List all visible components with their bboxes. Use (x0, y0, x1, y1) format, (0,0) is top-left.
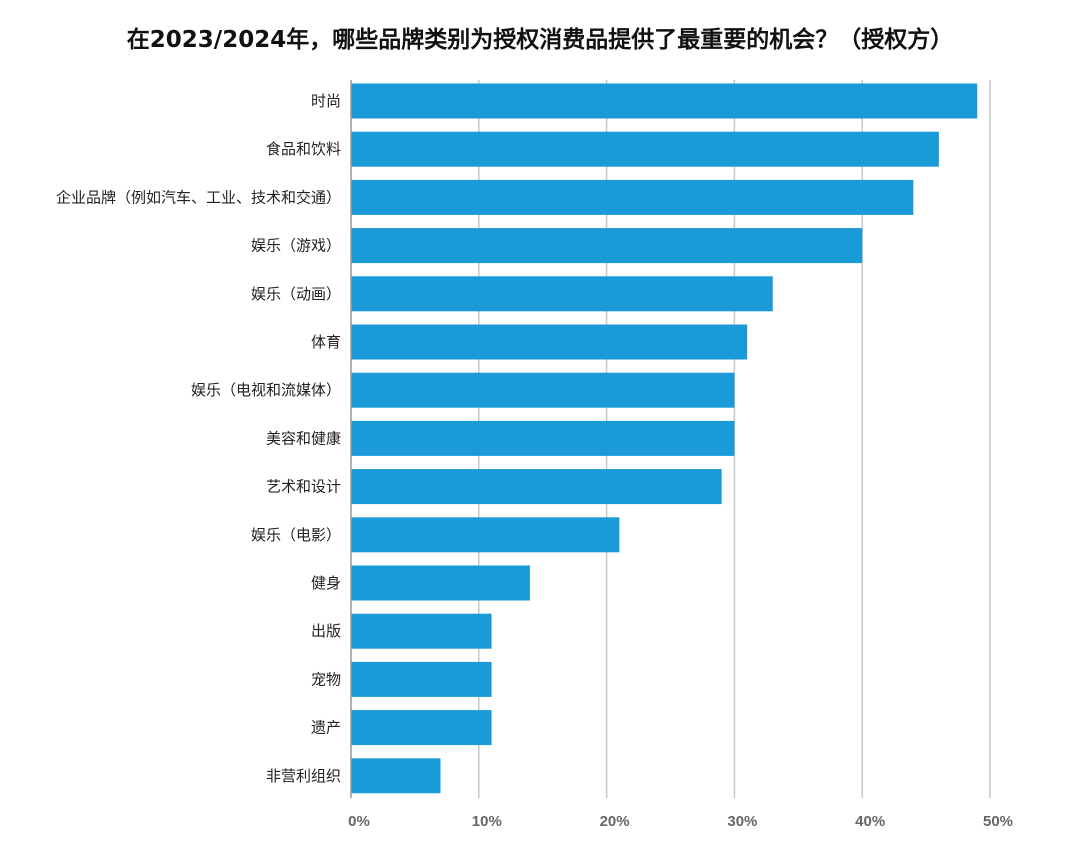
bar (351, 324, 748, 360)
bar (351, 613, 492, 649)
category-label: 娱乐（电视和流媒体） (191, 381, 341, 399)
x-tick-label: 20% (600, 813, 630, 830)
category-label: 艺术和设计 (266, 478, 341, 496)
category-label: 食品和饮料 (266, 140, 341, 158)
x-tick-label: 50% (983, 813, 1013, 830)
category-label: 非营利组织 (266, 767, 341, 785)
bar (351, 710, 492, 746)
bar (351, 179, 914, 215)
x-tick-label: 0% (348, 813, 370, 830)
category-label: 宠物 (311, 670, 341, 688)
category-label: 娱乐（游戏） (251, 237, 341, 255)
x-tick-label: 10% (472, 813, 502, 830)
bar (351, 276, 773, 312)
bar (351, 420, 735, 456)
category-label: 健身 (311, 574, 341, 592)
bar (351, 661, 492, 697)
x-tick-label: 40% (855, 813, 885, 830)
x-tick-label: 30% (727, 813, 757, 830)
bar (351, 228, 863, 264)
category-label: 体育 (311, 333, 341, 351)
bar (351, 517, 620, 553)
bar (351, 83, 978, 119)
category-label: 娱乐（动画） (251, 285, 341, 303)
category-label: 时尚 (311, 92, 341, 110)
bar (351, 372, 735, 408)
category-label: 出版 (311, 622, 341, 640)
bar (351, 469, 722, 505)
bar (351, 565, 530, 601)
bar (351, 758, 441, 794)
category-label: 美容和健康 (266, 429, 341, 447)
category-label: 企业品牌（例如汽车、工业、技术和交通） (56, 188, 341, 206)
category-label: 娱乐（电影） (251, 526, 341, 544)
category-label: 遗产 (311, 719, 341, 737)
chart-title: 在2023/2024年，哪些品牌类别为授权消费品提供了最重要的机会？（授权方） (126, 27, 954, 53)
bar (351, 131, 939, 167)
